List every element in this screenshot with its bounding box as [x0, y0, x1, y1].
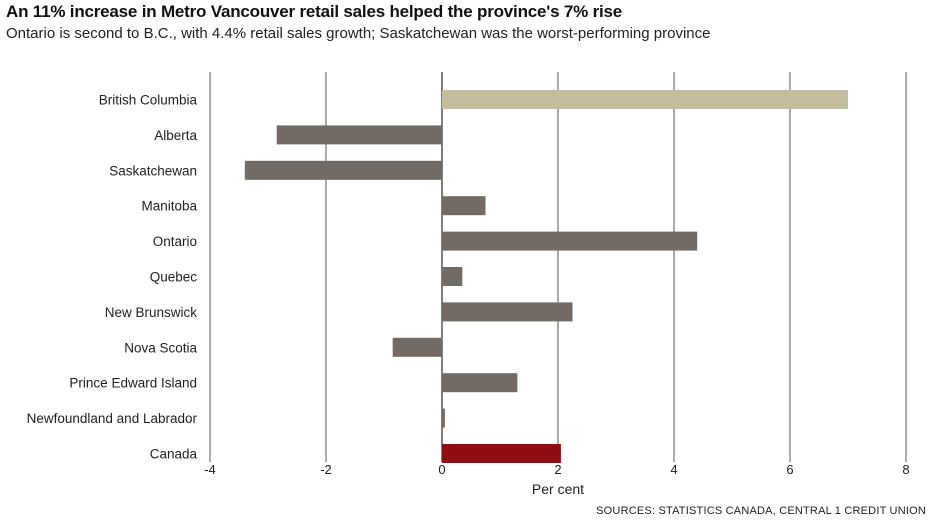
bar	[442, 373, 518, 393]
category-label: British Columbia	[99, 93, 198, 108]
category-label: Quebec	[150, 270, 198, 285]
category-label: Prince Edward Island	[69, 376, 197, 391]
bar	[276, 125, 442, 145]
bar	[442, 196, 486, 216]
chart-title: An 11% increase in Metro Vancouver retai…	[6, 2, 623, 21]
x-tick-label: 2	[554, 462, 561, 477]
x-tick-label: -4	[204, 462, 216, 477]
bar	[442, 90, 848, 109]
category-label: New Brunswick	[105, 305, 198, 320]
bar	[442, 408, 445, 428]
bar	[442, 302, 573, 322]
bar	[244, 160, 442, 180]
x-tick-label: 8	[902, 462, 909, 477]
x-tick-labels: -4 -2 0 2 4 6 8	[204, 462, 909, 477]
x-axis-title: Per cent	[532, 481, 584, 497]
category-labels: British Columbia Alberta Saskatchewan Manit…	[27, 93, 198, 462]
category-label: Canada	[150, 447, 198, 462]
category-label: Saskatchewan	[109, 163, 197, 178]
category-label: Nova Scotia	[124, 340, 197, 355]
category-label: Manitoba	[141, 199, 197, 214]
bars	[244, 90, 848, 463]
x-tick-label: 0	[438, 462, 445, 477]
bar	[392, 337, 442, 357]
bar	[442, 231, 698, 251]
x-tick-label: 6	[786, 462, 793, 477]
x-tick-label: 4	[670, 462, 677, 477]
source-note: SOURCES: STATISTICS CANADA, CENTRAL 1 CR…	[596, 505, 926, 517]
category-label: Newfoundland and Labrador	[27, 411, 198, 426]
bar	[442, 444, 561, 463]
bar	[442, 267, 463, 286]
chart-subtitle: Ontario is second to B.C., with 4.4% ret…	[6, 25, 711, 42]
x-tick-label: -2	[320, 462, 332, 477]
category-label: Alberta	[154, 128, 197, 143]
category-label: Ontario	[153, 234, 197, 249]
